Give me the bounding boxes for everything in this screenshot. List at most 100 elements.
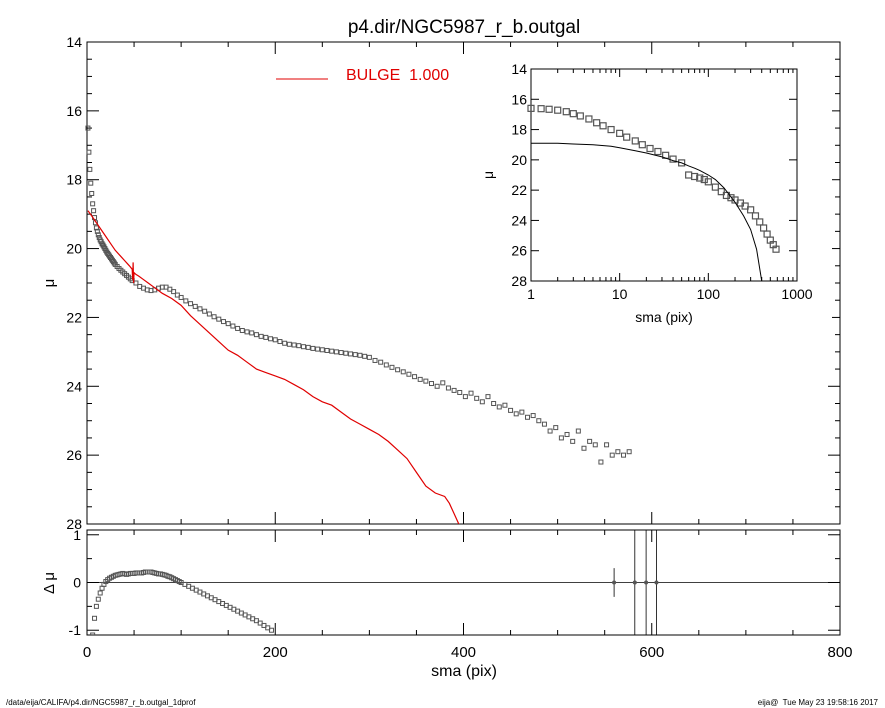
main-data-point bbox=[519, 409, 525, 415]
main-data-point bbox=[249, 330, 255, 336]
main-data-point bbox=[508, 407, 514, 413]
main-data-point bbox=[296, 343, 302, 349]
residual-outer-point bbox=[612, 580, 617, 585]
main-data-point bbox=[263, 334, 269, 340]
main-data-point bbox=[90, 201, 96, 207]
residual-data-point bbox=[97, 590, 103, 596]
main-data-point bbox=[366, 354, 372, 360]
inset-data-point bbox=[704, 178, 712, 186]
main-data-point bbox=[547, 428, 553, 434]
inset-data-point bbox=[747, 206, 755, 214]
residual-outer-point bbox=[654, 580, 659, 585]
main-y-tick-label: 18 bbox=[66, 172, 82, 188]
inset-background bbox=[450, 60, 832, 335]
inset-data-point bbox=[751, 212, 760, 220]
main-data-point bbox=[225, 321, 231, 327]
inset-panel: μ sma (pix) 14 16 18 20 22 24 26 28 1 10 100 1000 bbox=[450, 60, 832, 335]
main-data-point bbox=[626, 449, 632, 455]
inset-data-point bbox=[717, 188, 725, 196]
main-data-point bbox=[621, 452, 627, 458]
main-data-point bbox=[383, 362, 389, 368]
main-data-point bbox=[216, 316, 222, 322]
main-data-point bbox=[496, 404, 502, 410]
residual-outer-point bbox=[644, 580, 649, 585]
inset-data-point bbox=[756, 218, 764, 226]
residual-x-label: sma (pix) bbox=[431, 663, 497, 680]
main-data-point bbox=[395, 367, 401, 373]
main-data-point bbox=[211, 314, 217, 320]
inset-data-point bbox=[654, 147, 662, 156]
main-data-point bbox=[338, 350, 344, 356]
inset-data-point bbox=[562, 108, 570, 116]
main-data-point bbox=[220, 319, 226, 325]
main-data-point bbox=[94, 228, 100, 234]
main-data-point bbox=[343, 350, 349, 356]
main-data-point bbox=[468, 390, 474, 396]
main-data-point bbox=[282, 340, 288, 346]
main-data-point bbox=[406, 371, 412, 377]
inset-data-point bbox=[527, 104, 535, 112]
footer-timestamp: eija@ Tue May 23 19:58:16 2017 bbox=[758, 698, 879, 707]
main-data-point bbox=[85, 125, 91, 131]
inset-x-tick-label: 10 bbox=[612, 286, 628, 302]
main-data-point bbox=[598, 459, 604, 465]
main-data-point bbox=[300, 344, 306, 350]
main-data-point bbox=[513, 411, 519, 417]
main-data-point bbox=[188, 301, 194, 307]
residual-series bbox=[87, 530, 840, 635]
residual-x-tick-label: 200 bbox=[263, 644, 288, 661]
main-data-point bbox=[202, 308, 208, 314]
main-data-point bbox=[378, 359, 384, 365]
main-data-point bbox=[609, 452, 615, 458]
main-y-tick-label: 16 bbox=[66, 103, 82, 119]
main-y-tick-label: 14 bbox=[66, 34, 82, 50]
main-data-point bbox=[329, 348, 335, 354]
inset-x-label: sma (pix) bbox=[635, 309, 693, 325]
main-data-point bbox=[445, 385, 451, 391]
main-data-point bbox=[87, 166, 93, 172]
inset-y-tick-label: 24 bbox=[511, 212, 527, 228]
inset-data-point bbox=[741, 202, 749, 210]
main-data-point bbox=[230, 323, 236, 329]
main-data-point bbox=[86, 149, 92, 155]
residual-data-point bbox=[95, 596, 101, 602]
residual-y-label: Δ μ bbox=[41, 572, 58, 594]
inset-y-tick-label: 18 bbox=[511, 122, 527, 138]
inset-y-ticks: 14 16 18 20 22 24 26 28 bbox=[511, 61, 797, 289]
inset-x-ticks: 1 10 100 1000 bbox=[527, 69, 813, 302]
residual-data-point bbox=[92, 615, 98, 621]
main-data-point bbox=[357, 352, 363, 358]
main-data-point bbox=[570, 438, 576, 444]
inset-data-point bbox=[711, 183, 719, 191]
main-data-point bbox=[268, 336, 274, 342]
main-data-point bbox=[235, 325, 241, 331]
main-data-point bbox=[423, 378, 429, 384]
main-data-point bbox=[239, 328, 245, 334]
main-data-point bbox=[502, 402, 508, 408]
main-data-point bbox=[564, 431, 570, 437]
main-data-point bbox=[286, 341, 292, 347]
main-data-point bbox=[604, 442, 610, 448]
main-data-point bbox=[440, 380, 446, 386]
main-data-point bbox=[525, 414, 531, 420]
main-data-point bbox=[333, 349, 339, 355]
main-data-point bbox=[615, 449, 621, 455]
main-y-label: μ bbox=[41, 279, 58, 288]
main-data-point bbox=[95, 232, 101, 238]
main-series bbox=[85, 125, 632, 524]
main-data-point bbox=[400, 369, 406, 375]
main-data-point bbox=[536, 418, 542, 424]
legend-label: BULGE 1.000 bbox=[346, 67, 449, 84]
inset-data-point bbox=[700, 175, 708, 184]
residual-panel: Δ μ sma (pix) -101 0 200 400 600 800 bbox=[41, 527, 853, 680]
main-data-point bbox=[89, 190, 95, 196]
inset-y-tick-label: 22 bbox=[511, 182, 527, 198]
main-data-point bbox=[541, 421, 547, 427]
main-data-point bbox=[412, 374, 418, 380]
inset-data-point bbox=[569, 110, 577, 118]
residual-outer-point bbox=[632, 580, 637, 585]
main-data-point bbox=[178, 294, 184, 300]
main-data-point bbox=[171, 289, 177, 295]
inset-data-point bbox=[690, 172, 699, 181]
